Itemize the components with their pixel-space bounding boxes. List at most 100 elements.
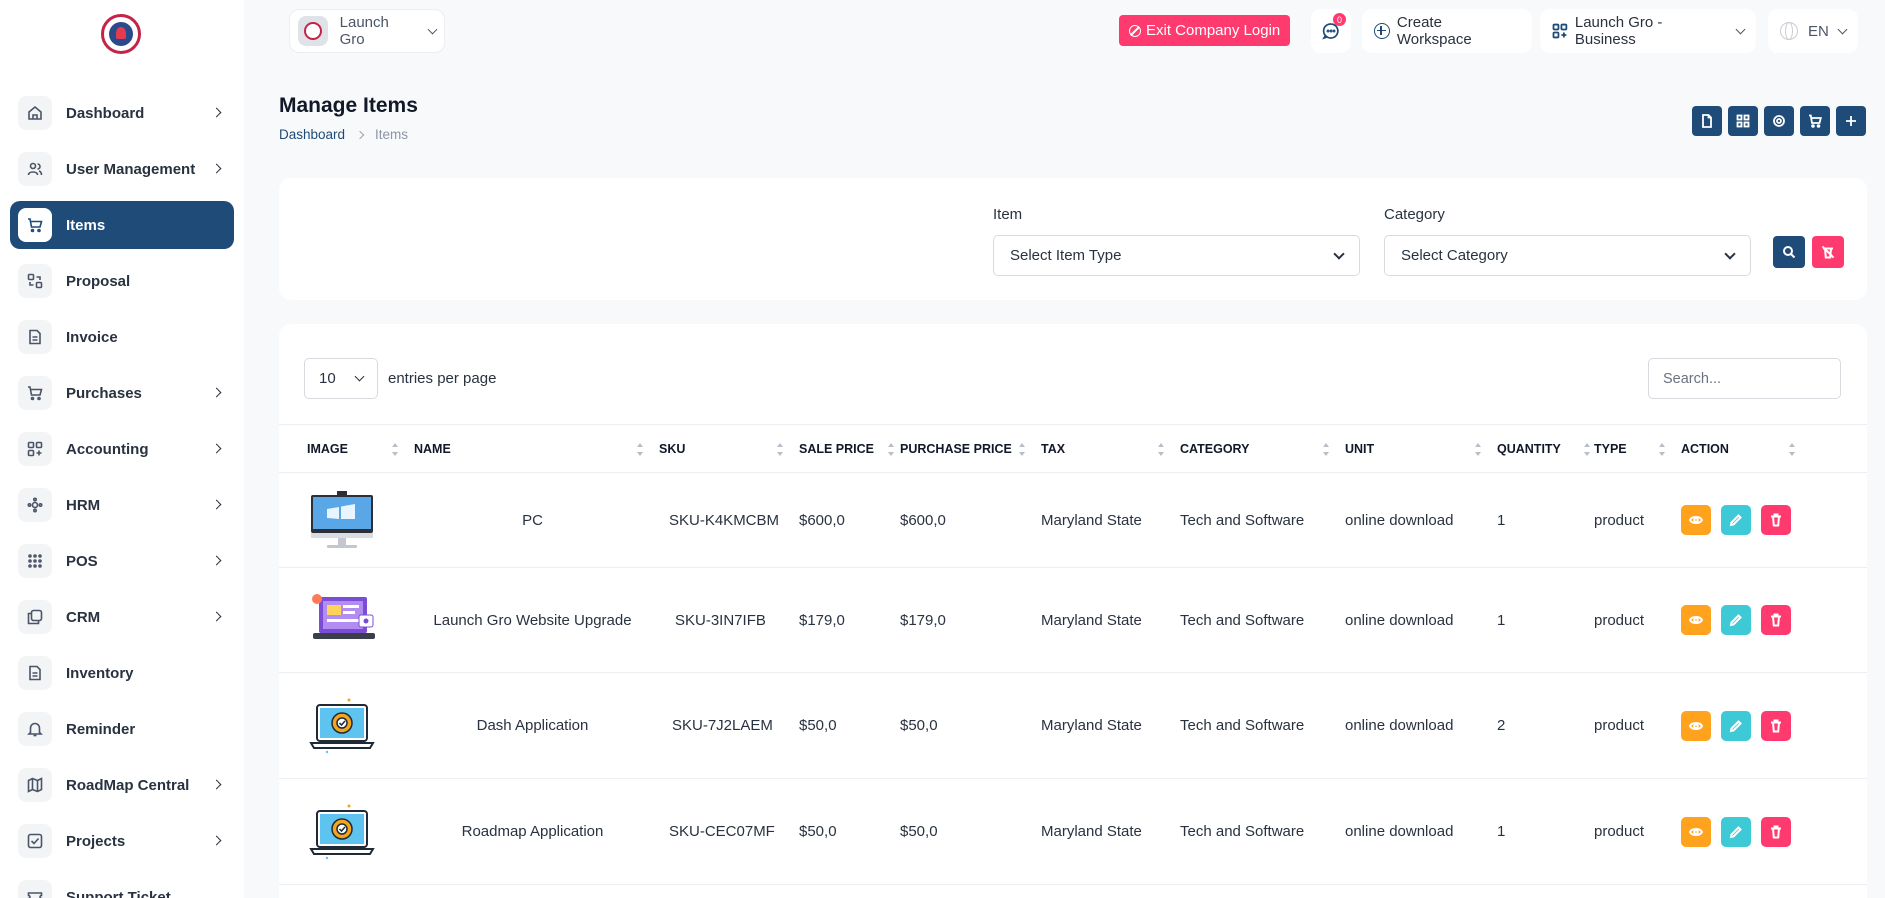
sidebar-item-hrm[interactable]: HRM <box>10 481 234 529</box>
ban-icon <box>1129 24 1141 37</box>
item-sku: SKU-7J2LAEM <box>672 717 773 734</box>
delete-button[interactable] <box>1761 505 1791 535</box>
sidebar-item-label: Purchases <box>66 384 142 402</box>
import-button[interactable] <box>1692 106 1722 136</box>
column-header-image[interactable]: Image <box>303 425 410 473</box>
language-switcher[interactable]: EN <box>1768 9 1858 53</box>
category-select[interactable]: Select Category <box>1384 235 1751 276</box>
view-button[interactable] <box>1681 505 1711 535</box>
sidebar-item-projects[interactable]: Projects <box>10 817 234 865</box>
chevron-down-icon <box>1333 247 1345 260</box>
items-table-card: 10 entries per page Image Name SKU Sale … <box>279 324 1867 898</box>
column-header-category[interactable]: Category <box>1176 425 1341 473</box>
sidebar-item-proposal[interactable]: Proposal <box>10 257 234 305</box>
item-sku: SKU-CEC07MF <box>669 823 775 840</box>
sidebar-item-user-management[interactable]: User Management <box>10 145 234 193</box>
trash-icon <box>1771 513 1781 527</box>
company-logo-mini <box>298 16 328 46</box>
file-icon <box>18 656 52 690</box>
item-tax: Maryland State <box>1041 717 1142 734</box>
item-sale-price: $179,0 <box>799 611 845 629</box>
delete-button[interactable] <box>1761 816 1791 847</box>
hrm-icon <box>18 488 52 522</box>
items-table: Image Name SKU Sale Price Purchase Price… <box>279 424 1867 885</box>
sidebar-item-inventory[interactable]: Inventory <box>10 649 234 697</box>
breadcrumb-dashboard-link[interactable]: Dashboard <box>279 127 346 142</box>
item-type-select[interactable]: Select Item Type <box>993 235 1360 276</box>
cart-button[interactable] <box>1800 106 1830 136</box>
item-unit: online download <box>1345 717 1454 734</box>
sidebar-item-accounting[interactable]: Accounting <box>10 425 234 473</box>
exit-company-login-button[interactable]: Exit Company Login <box>1119 15 1291 46</box>
edit-button[interactable] <box>1721 710 1751 741</box>
reset-filter-button[interactable] <box>1812 236 1844 268</box>
map-icon <box>18 768 52 802</box>
column-header-unit[interactable]: Unit <box>1341 425 1493 473</box>
search-icon <box>1783 246 1796 259</box>
add-item-button[interactable] <box>1836 106 1866 136</box>
chevron-right-icon <box>211 555 222 566</box>
column-header-quantity[interactable]: Quantity <box>1493 425 1590 473</box>
table-search-input[interactable] <box>1648 358 1841 399</box>
sidebar-item-purchases[interactable]: Purchases <box>10 369 234 417</box>
entries-per-page-select[interactable]: 10 <box>304 358 378 399</box>
chevron-down-icon <box>1724 247 1736 260</box>
item-type-value: Select Item Type <box>1010 247 1122 264</box>
sidebar-item-dashboard[interactable]: Dashboard <box>10 89 234 137</box>
column-header-tax[interactable]: Tax <box>1037 425 1176 473</box>
company-switcher[interactable]: Launch Gro <box>289 9 445 53</box>
edit-button[interactable] <box>1721 605 1751 635</box>
settings-button[interactable] <box>1764 106 1794 136</box>
eye-icon <box>1689 516 1703 524</box>
chevron-right-icon <box>211 387 222 398</box>
sort-icon <box>637 443 645 456</box>
item-purchase-price: $50,0 <box>900 823 938 840</box>
column-header-sku[interactable]: SKU <box>655 425 795 473</box>
company-logo[interactable] <box>101 14 141 54</box>
view-button[interactable] <box>1681 605 1711 635</box>
item-unit: online download <box>1345 823 1454 840</box>
workspace-switcher[interactable]: Launch Gro - Business <box>1540 9 1756 53</box>
view-button[interactable] <box>1681 816 1711 847</box>
messages-button[interactable]: 0 <box>1311 9 1351 53</box>
column-header-action[interactable]: Action <box>1677 425 1807 473</box>
item-tax: Maryland State <box>1041 611 1142 629</box>
item-sale-price: $50,0 <box>799 823 837 840</box>
sidebar-item-pos[interactable]: POS <box>10 537 234 585</box>
delete-button[interactable] <box>1761 710 1791 741</box>
sidebar-item-label: Items <box>66 216 106 234</box>
entries-per-page: 10 entries per page <box>304 358 496 399</box>
eye-icon <box>1689 721 1703 730</box>
item-image <box>303 779 410 885</box>
sidebar-item-items[interactable]: Items <box>10 201 234 249</box>
chevron-right-icon <box>211 779 222 790</box>
sidebar-item-label: Reminder <box>66 720 136 738</box>
create-workspace-button[interactable]: Create Workspace <box>1362 9 1532 53</box>
edit-button[interactable] <box>1721 505 1751 535</box>
sidebar-item-invoice[interactable]: Invoice <box>10 313 234 361</box>
edit-button[interactable] <box>1721 816 1751 847</box>
view-button[interactable] <box>1681 710 1711 741</box>
apply-filter-button[interactable] <box>1773 236 1805 268</box>
delete-button[interactable] <box>1761 605 1791 635</box>
sidebar-item-support-ticket[interactable]: Support Ticket <box>10 873 234 898</box>
chevron-right-icon <box>211 835 222 846</box>
column-header-purchase-price[interactable]: Purchase Price <box>896 425 1037 473</box>
grid-view-button[interactable] <box>1728 106 1758 136</box>
column-header-name[interactable]: Name <box>410 425 655 473</box>
item-quantity: 2 <box>1497 717 1506 734</box>
language-label: EN <box>1808 22 1829 40</box>
plus-circle-icon <box>1374 23 1390 39</box>
sidebar-item-roadmap-central[interactable]: RoadMap Central <box>10 761 234 809</box>
chevron-down-icon <box>427 24 438 34</box>
sidebar-nav: Dashboard User Management Items Proposal… <box>10 89 234 898</box>
column-header-sale-price[interactable]: Sale Price <box>795 425 896 473</box>
item-quantity: 1 <box>1497 823 1506 840</box>
item-image <box>303 673 410 779</box>
item-name: Dash Application <box>476 717 589 734</box>
item-category: Tech and Software <box>1180 717 1305 734</box>
sidebar-item-reminder[interactable]: Reminder <box>10 705 234 753</box>
sidebar-item-label: RoadMap Central <box>66 776 190 794</box>
column-header-type[interactable]: Type <box>1590 425 1677 473</box>
sidebar-item-crm[interactable]: CRM <box>10 593 234 641</box>
